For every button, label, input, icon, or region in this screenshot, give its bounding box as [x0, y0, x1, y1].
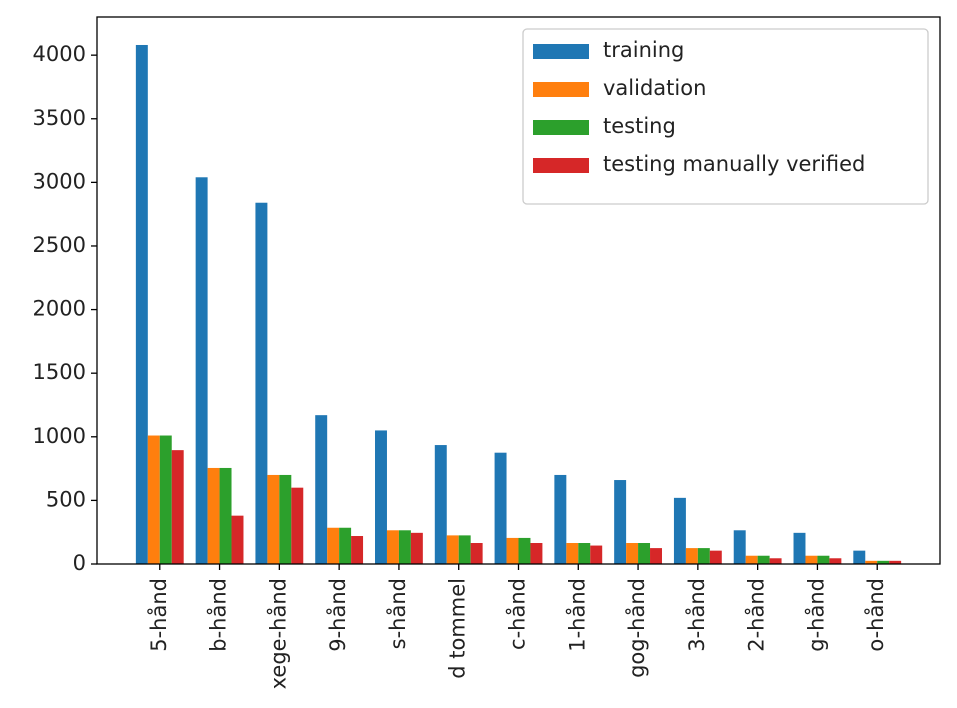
y-tick-label: 2500: [33, 233, 86, 257]
bar: [267, 474, 280, 564]
bar: [769, 558, 782, 564]
bar: [375, 430, 387, 564]
x-tick-label: 9-hånd: [325, 578, 350, 652]
bar: [494, 452, 507, 564]
bar: [327, 527, 340, 564]
bar: [159, 435, 172, 564]
legend-swatch: [533, 82, 589, 97]
bar: [566, 543, 579, 564]
y-tick-label: 3000: [33, 169, 86, 193]
legend-label: training: [603, 38, 684, 62]
bar: [805, 555, 818, 564]
bar: [697, 548, 710, 564]
x-tick-label: 3-hånd: [684, 578, 709, 652]
bar: [733, 530, 746, 564]
x-tick-label: gog-hånd: [624, 578, 649, 678]
legend-swatch: [533, 158, 589, 173]
bar: [757, 555, 770, 564]
legend-box: [522, 28, 929, 205]
x-tick-label: o-hånd: [863, 578, 888, 652]
x-tick-label: c-hånd: [505, 578, 530, 650]
bar: [434, 445, 447, 564]
bar: [171, 450, 184, 564]
y-tick-label: 3500: [33, 106, 86, 130]
bar: [147, 435, 160, 564]
bar: [685, 548, 698, 564]
bar: [255, 202, 268, 564]
bar: [135, 44, 148, 565]
bar: [410, 532, 423, 564]
x-tick-label: d tommel: [446, 578, 470, 679]
bar: [554, 474, 567, 564]
bar: [279, 474, 292, 564]
bar: [219, 467, 232, 564]
x-tick-label: xege-hånd: [265, 578, 290, 689]
legend-swatch: [533, 44, 589, 59]
x-tick-label: 2-hånd: [744, 578, 769, 652]
x-tick-label: b-hånd: [206, 578, 231, 652]
bar: [386, 530, 399, 564]
bar: [889, 560, 902, 564]
legend-swatch: [533, 120, 589, 135]
y-tick-label: 0: [73, 551, 86, 575]
x-tick-label: s-hånd: [385, 578, 410, 649]
y-tick-label: 1500: [33, 360, 86, 384]
bar: [626, 543, 639, 564]
bar: [195, 177, 208, 564]
bar: [709, 550, 722, 564]
bar: [470, 543, 483, 564]
bar: [506, 537, 519, 564]
bar: [853, 550, 866, 564]
bar: [614, 480, 627, 564]
bar: [793, 532, 806, 564]
plot-frame: [96, 16, 941, 565]
bar: [458, 535, 471, 564]
bar: [590, 545, 603, 564]
x-tick-label: 5-hånd: [146, 578, 171, 652]
bar: [351, 536, 364, 564]
bar: [339, 527, 352, 564]
bar: [877, 560, 890, 564]
bar: [578, 543, 591, 564]
bar: [650, 548, 662, 564]
bar: [865, 560, 878, 564]
y-tick-label: 4000: [33, 42, 86, 66]
legend-label: testing manually verified: [603, 152, 865, 176]
bar: [291, 487, 304, 564]
bar: [231, 515, 244, 564]
bar: [518, 537, 531, 564]
bar: [398, 530, 411, 564]
y-tick-label: 2000: [33, 297, 86, 321]
bar: [446, 535, 459, 564]
y-tick-label: 500: [46, 487, 86, 511]
bar: [673, 497, 686, 564]
legend-label: validation: [603, 76, 706, 100]
bar: [638, 543, 651, 564]
bar: [745, 555, 758, 564]
x-tick-label: g-hånd: [803, 578, 828, 652]
y-tick-label: 1000: [33, 424, 86, 448]
bar: [817, 555, 830, 564]
bar: [530, 543, 543, 564]
bar: [207, 467, 220, 564]
legend-label: testing: [603, 114, 676, 138]
x-tick-label: 1-hånd: [564, 578, 589, 652]
bar: [315, 415, 328, 564]
bar: [829, 558, 842, 564]
